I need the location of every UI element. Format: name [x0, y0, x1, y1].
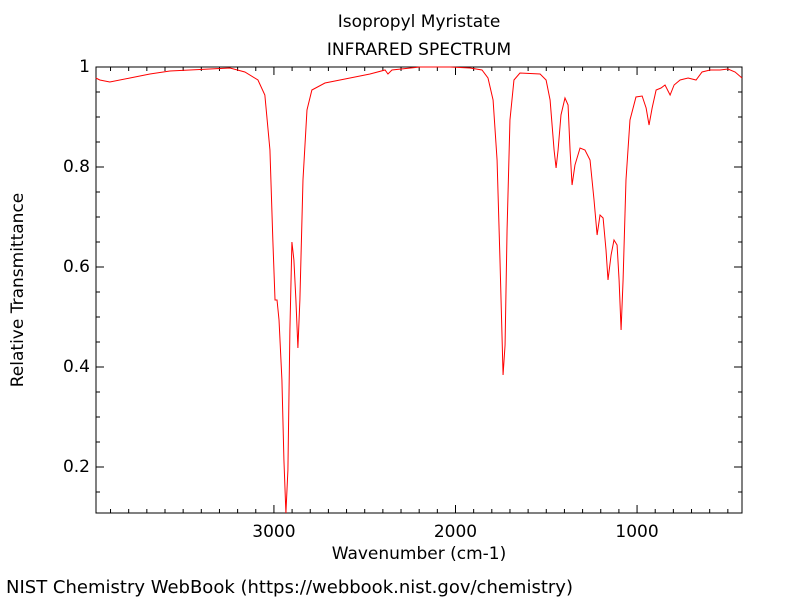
x-tick-label: 1000 — [615, 522, 658, 542]
chart-subtitle: INFRARED SPECTRUM — [327, 40, 511, 60]
y-tick-label: 0.6 — [63, 257, 90, 277]
footer: NIST Chemistry WebBook (https://webbook.… — [6, 577, 573, 598]
x-tick-label: 3000 — [252, 522, 295, 542]
y-axis-label: Relative Transmittance — [8, 193, 28, 388]
x-axis-label: Wavenumber (cm-1) — [332, 544, 507, 564]
plot-frame — [95, 66, 743, 514]
spectrum-line — [95, 66, 743, 514]
y-tick-label: 1 — [79, 57, 90, 77]
y-tick-label: 0.4 — [63, 357, 90, 377]
x-tick-label: 2000 — [434, 522, 477, 542]
y-tick-label: 0.8 — [63, 157, 90, 177]
y-tick-label: 0.2 — [63, 457, 90, 477]
chart-title: Isopropyl Myristate — [338, 12, 501, 32]
